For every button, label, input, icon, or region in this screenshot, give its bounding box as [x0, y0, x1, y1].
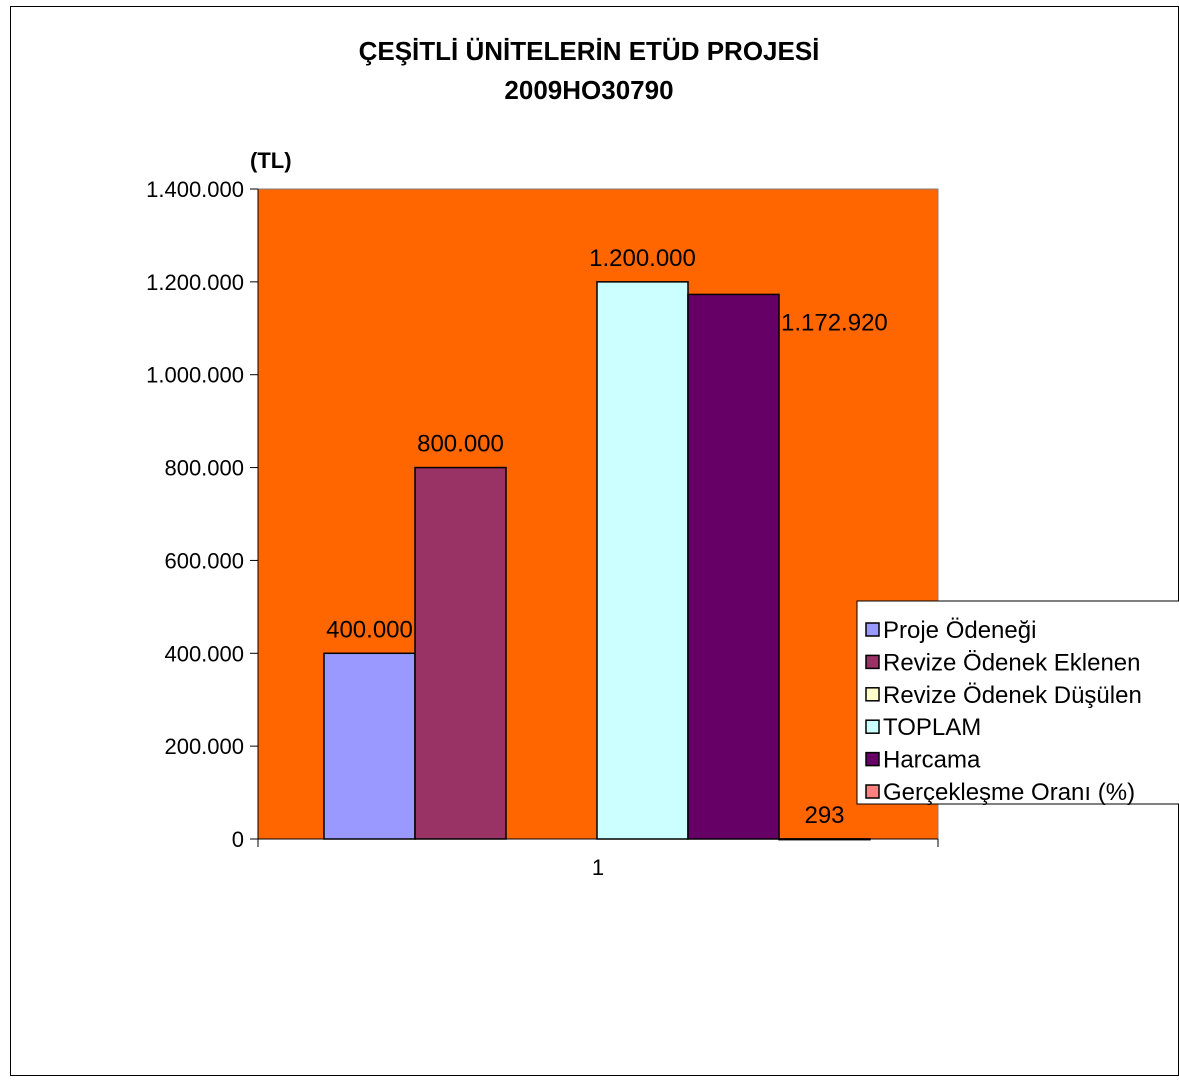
legend-entry-label: Harcama: [883, 747, 981, 774]
y-tick-label: 0: [232, 827, 244, 852]
y-tick-label: 600.000: [164, 548, 244, 573]
legend-swatch: [865, 751, 880, 767]
legend-entry-label: TOPLAM: [883, 714, 981, 741]
y-tick-label: 1.200.000: [146, 270, 244, 295]
legend-entry-label: Revize Ödenek Eklenen: [883, 649, 1140, 676]
legend-swatch: [865, 784, 880, 799]
data-label-6: 293: [804, 802, 844, 829]
legend-swatch: [865, 687, 880, 702]
legend-swatch: [865, 622, 880, 637]
bar-4: [596, 281, 689, 840]
data-label-5: 1.172.920: [781, 309, 888, 336]
legend-entry-label: Gerçekleşme Oranı (%): [883, 779, 1135, 806]
legend-entry-label: Revize Ödenek Düşülen: [883, 682, 1142, 709]
y-tick-label: 1.400.000: [146, 177, 244, 202]
legend-swatch: [865, 654, 880, 670]
bar-5: [687, 293, 780, 840]
data-label-2: 800.000: [417, 431, 504, 458]
legend-box: [856, 600, 1179, 805]
data-label-1: 400.000: [326, 616, 413, 643]
y-tick-label: 400.000: [164, 641, 244, 666]
y-axis-unit-label: (TL): [250, 148, 292, 173]
x-category-label: 1: [592, 855, 604, 880]
bar-2: [414, 466, 507, 840]
y-tick-label: 1.000.000: [146, 363, 244, 388]
chart-title: ÇEŞİTLİ ÜNİTELERİN ETÜD PROJESİ: [359, 36, 820, 66]
legend-swatch: [865, 719, 880, 734]
y-tick-label: 200.000: [164, 734, 244, 759]
chart-subtitle: 2009HO30790: [504, 75, 673, 105]
legend: Proje Ödeneği Revize Ödenek Eklenen Revize…: [856, 600, 1179, 806]
y-tick-label: 800.000: [164, 456, 244, 481]
legend-entry-label: Proje Ödeneği: [883, 617, 1036, 644]
data-label-4: 1.200.000: [589, 245, 696, 272]
bar-1: [323, 652, 416, 840]
